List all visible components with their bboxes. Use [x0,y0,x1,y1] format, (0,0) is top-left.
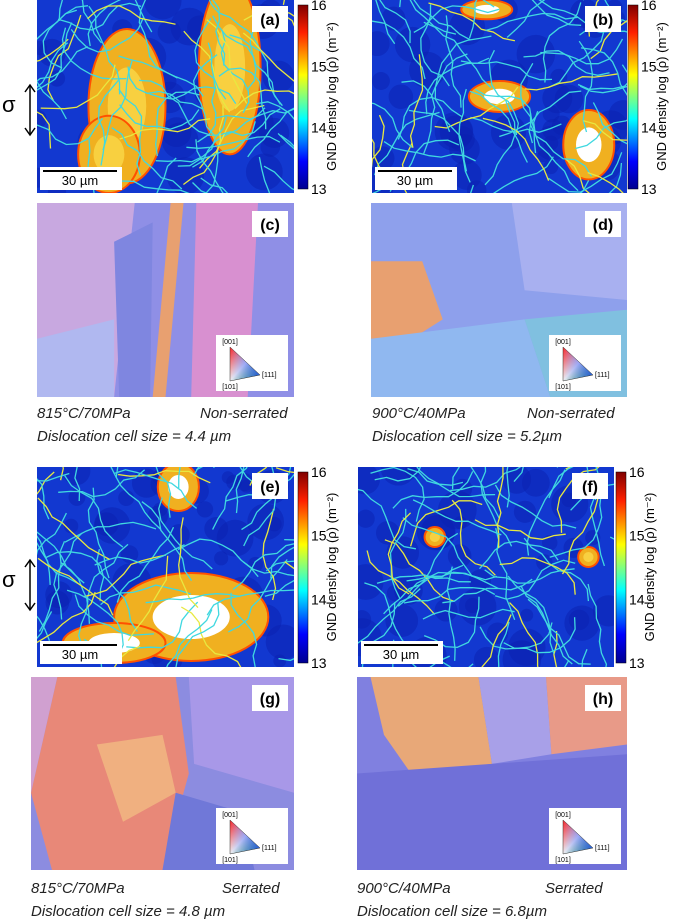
speckle [246,153,283,190]
legend-label: [111] [262,845,277,852]
dislocation-line [284,540,354,592]
colorbar-tick: 13 [311,181,327,197]
condition: 815°C/70MPa [31,880,125,897]
grain [114,222,153,397]
scale-text: 30 µm [62,173,98,188]
cell-size: Dislocation cell size = 6.8µm [357,903,547,919]
colorbar [616,472,626,663]
speckle [474,647,500,673]
legend-label: [111] [595,845,610,852]
behavior: Serrated [545,880,603,897]
legend-label: [111] [595,372,610,379]
colorbar [628,5,638,189]
colorbar-tick: 13 [311,655,327,671]
colorbar-tick: 16 [311,464,327,480]
behavior: Serrated [222,880,280,897]
legend-label: [001] [555,339,571,346]
speckle [385,604,418,637]
speckle [197,501,213,517]
speckle [118,490,134,506]
speckle [448,544,472,568]
panel-label: (a) [260,12,280,29]
colorbar-tick: 16 [311,0,327,13]
speckle [435,112,473,150]
cell-size: Dislocation cell size = 5.2µm [372,428,562,445]
cell-size: Dislocation cell size = 4.4 µm [37,428,231,445]
legend-label: [001] [555,812,571,819]
speckle [520,609,533,622]
speckle [522,469,550,497]
speckle [365,31,390,56]
panel-label: (c) [260,217,280,234]
colorbar-tick: 13 [641,181,657,197]
colorbar-tick: 16 [629,464,645,480]
condition: 900°C/40MPa [372,405,466,422]
speckle [222,471,234,483]
stress-symbol: σ [2,92,16,117]
speckle [487,623,508,644]
speckle [132,469,161,498]
panel-label: (h) [593,691,613,708]
panel-label: (g) [260,691,280,708]
stress-symbol: σ [2,567,16,592]
panel-label: (b) [593,12,613,29]
colorbar [298,5,308,189]
panel-label: (f) [582,479,598,496]
colorbar-tick: 13 [629,655,645,671]
legend-label: [111] [262,372,277,379]
cell-size: Dislocation cell size = 4.8 µm [31,903,225,919]
colorbar-title: GND density log (ρ) (m⁻²) [324,22,339,171]
scale-text: 30 µm [397,173,433,188]
colorbar [298,472,308,663]
colorbar-tick: 16 [641,0,657,13]
scale-text: 30 µm [62,647,98,662]
speckle [569,610,590,631]
legend-label: [001] [222,812,238,819]
colorbar-title: GND density log (ρ) (m⁻²) [642,493,657,642]
panel-label: (e) [260,479,280,496]
behavior: Non-serrated [200,405,288,422]
condition: 815°C/70MPa [37,405,131,422]
speckle [357,510,375,528]
legend-label: [101] [222,384,238,391]
scale-text: 30 µm [383,647,419,662]
speckle [273,654,286,667]
legend-label: [101] [222,857,238,864]
speckle [382,7,406,31]
panel-label: (d) [593,217,613,234]
speckle [395,27,430,62]
colorbar-title: GND density log (ρ) (m⁻²) [324,493,339,642]
condition: 900°C/40MPa [357,880,451,897]
legend-label: [101] [555,857,571,864]
legend-label: [001] [222,339,238,346]
speckle [240,480,253,493]
legend-label: [101] [555,384,571,391]
blob-core [583,552,593,562]
speckle [372,72,390,90]
speckle [266,624,301,659]
colorbar-title: GND density log (ρ) (m⁻²) [654,22,669,171]
behavior: Non-serrated [527,405,615,422]
speckle [514,501,536,523]
